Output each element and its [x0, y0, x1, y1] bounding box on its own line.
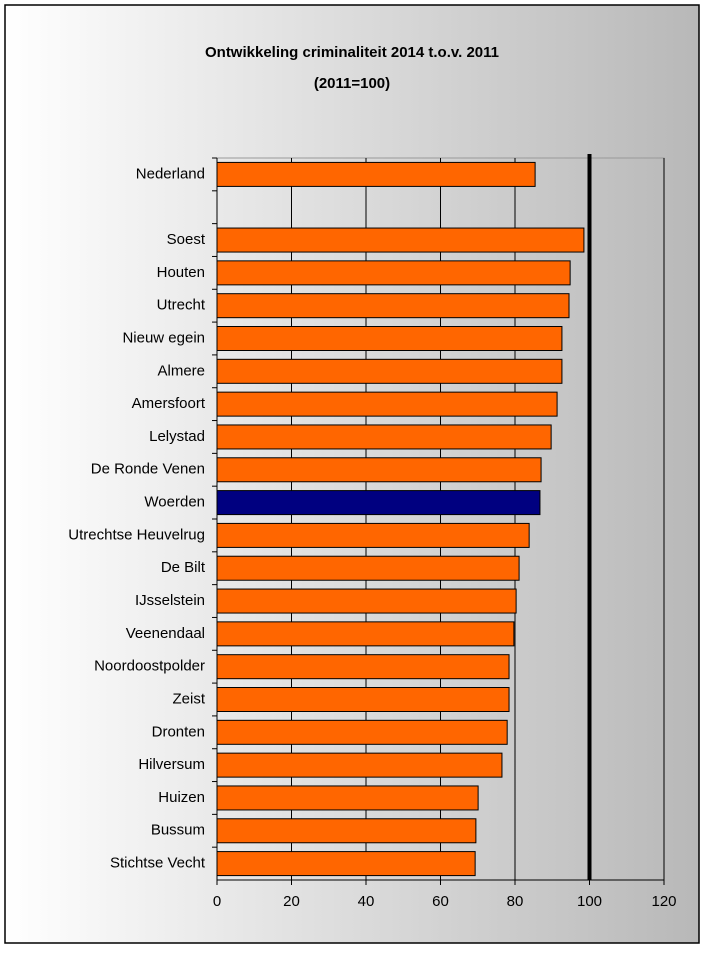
bar: [216, 260, 571, 286]
y-tick-label: Lelystad: [149, 428, 205, 445]
y-tick-label: Houten: [157, 264, 205, 281]
bar: [216, 785, 479, 811]
x-tick-label: 120: [651, 893, 676, 910]
x-tick-label: 20: [283, 893, 300, 910]
chart-title: Ontwikkeling criminaliteit 2014 t.o.v. 2…: [205, 44, 499, 61]
bar: [216, 161, 536, 187]
y-tick-label: Woerden: [144, 494, 205, 511]
y-tick-label: Noordoostpolder: [94, 658, 205, 675]
y-tick-label: Stichtse Vecht: [110, 855, 206, 872]
x-tick-label: 80: [507, 893, 524, 910]
bar: [216, 293, 570, 319]
bar: [216, 490, 541, 516]
bar: [216, 326, 563, 351]
y-tick-label: Utrechtse Heuvelrug: [68, 526, 205, 543]
bar: [216, 227, 585, 253]
y-tick-label: Zeist: [172, 690, 205, 707]
x-tick-label: 40: [358, 893, 375, 910]
y-tick-label: IJsselstein: [135, 592, 205, 609]
y-tick-label: Almere: [157, 362, 205, 379]
y-tick-label: Amersfoort: [132, 395, 206, 412]
y-tick-label: Nederland: [136, 165, 205, 182]
y-tick-label: Soest: [167, 231, 206, 248]
chart-subtitle: (2011=100): [314, 75, 390, 92]
bar: [216, 588, 517, 614]
bar: [216, 457, 542, 483]
y-tick-label: Nieuw egein: [122, 329, 205, 346]
bar: [216, 851, 476, 877]
y-tick-label: De Ronde Venen: [91, 461, 205, 478]
y-tick-label: Bussum: [151, 822, 205, 839]
bar: [216, 687, 510, 712]
y-tick-label: Hilversum: [138, 756, 205, 773]
bar: [216, 358, 563, 384]
bar: [216, 654, 510, 680]
bar: [216, 621, 515, 647]
bar: [216, 555, 520, 581]
bar: [216, 719, 508, 745]
bar: [216, 818, 477, 844]
y-tick-label: Veenendaal: [126, 625, 205, 642]
bar: [216, 424, 552, 450]
x-tick-label: 60: [432, 893, 449, 910]
y-tick-label: Huizen: [158, 789, 205, 806]
bar: [216, 752, 503, 778]
y-tick-label: Dronten: [152, 723, 205, 740]
x-tick-label: 100: [577, 893, 602, 910]
bar: [216, 522, 530, 548]
y-tick-label: Utrecht: [157, 297, 206, 314]
bar: [216, 391, 558, 417]
x-tick-label: 0: [213, 893, 221, 910]
y-tick-label: De Bilt: [161, 559, 206, 576]
